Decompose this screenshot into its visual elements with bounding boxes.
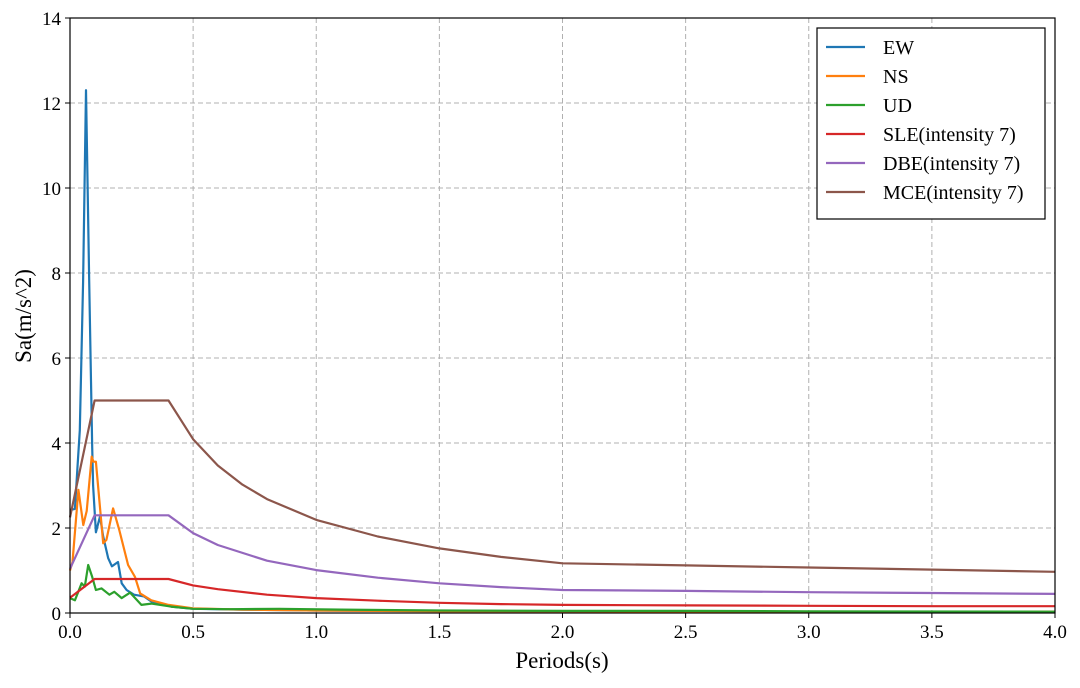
y-tick-label: 6 bbox=[52, 349, 62, 370]
x-tick-label: 4.0 bbox=[1043, 622, 1067, 643]
legend-label: MCE(intensity 7) bbox=[883, 182, 1024, 204]
x-tick-label: 3.0 bbox=[797, 622, 821, 643]
y-axis-ticks: 0 2 4 6 8 10 12 14 bbox=[42, 9, 70, 625]
x-tick-label: 1.5 bbox=[428, 622, 452, 643]
series-lines bbox=[68, 89, 1056, 613]
y-tick-label: 4 bbox=[52, 434, 62, 455]
legend-label: SLE(intensity 7) bbox=[883, 124, 1016, 146]
y-tick-label: 14 bbox=[42, 9, 62, 30]
x-axis-ticks: 0.0 0.5 1.0 1.5 2.0 2.5 3.0 3.5 4.0 bbox=[58, 613, 1067, 643]
series-line-mce-intensity-7 bbox=[68, 399, 1056, 573]
x-axis-label: Periods(s) bbox=[515, 648, 608, 673]
legend: EW NS UD SLE(intensity 7) DBE(intensity 7) MC… bbox=[816, 27, 1046, 220]
y-tick-label: 2 bbox=[52, 519, 62, 540]
x-tick-label: 0.0 bbox=[58, 622, 82, 643]
series-line-dbe-intensity-7 bbox=[69, 514, 1056, 595]
legend-label: UD bbox=[883, 95, 912, 117]
y-tick-label: 0 bbox=[52, 604, 62, 625]
legend-label: EW bbox=[883, 37, 914, 59]
y-tick-label: 10 bbox=[42, 179, 61, 200]
x-tick-label: 3.5 bbox=[920, 622, 944, 643]
legend-label: DBE(intensity 7) bbox=[883, 153, 1020, 175]
y-tick-label: 8 bbox=[52, 264, 62, 285]
y-axis-label: Sa(m/s^2) bbox=[11, 269, 36, 363]
legend-label: NS bbox=[883, 66, 909, 88]
series-line-ud bbox=[69, 563, 1056, 613]
x-tick-label: 1.0 bbox=[304, 622, 328, 643]
x-tick-label: 2.0 bbox=[551, 622, 575, 643]
y-tick-label: 12 bbox=[42, 94, 61, 115]
legend-box bbox=[816, 27, 1046, 220]
series-line-sle-intensity-7 bbox=[69, 577, 1055, 608]
x-tick-label: 2.5 bbox=[674, 622, 698, 643]
x-tick-label: 0.5 bbox=[181, 622, 205, 643]
